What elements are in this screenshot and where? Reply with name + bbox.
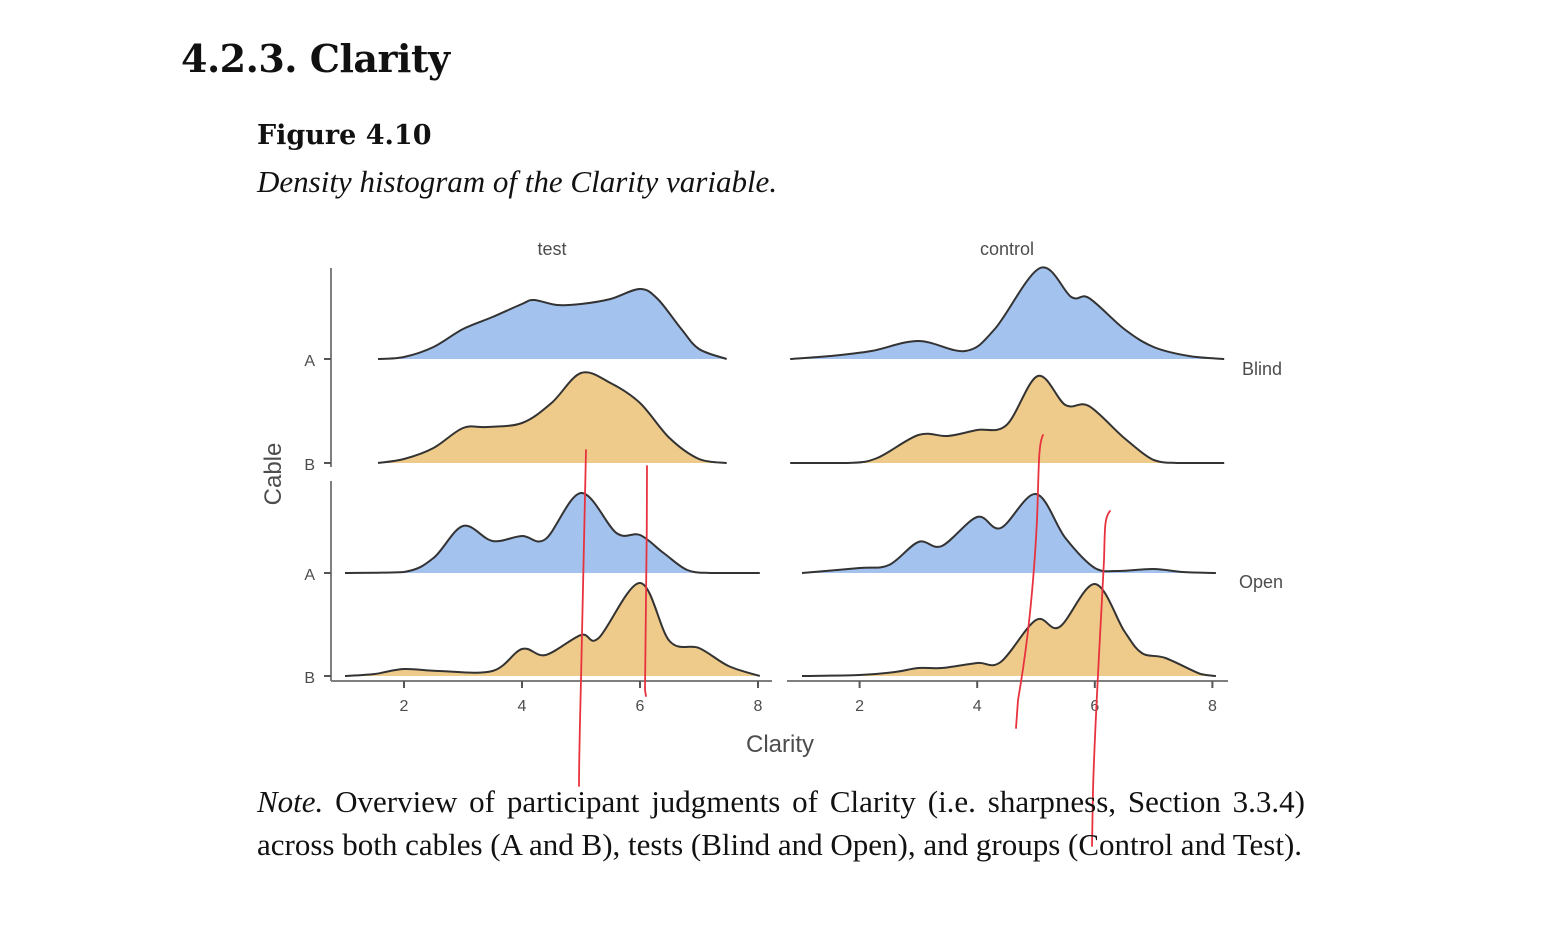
note-label: Note. xyxy=(257,784,324,819)
density-line-control-blind-b xyxy=(790,374,1225,464)
ridges-layer xyxy=(344,266,1225,677)
facet-label-blind: Blind xyxy=(1242,359,1282,379)
facet-label-control: control xyxy=(980,239,1034,259)
x-tick-label-control-6: 6 xyxy=(1090,698,1099,715)
x-tick-label-test-6: 6 xyxy=(636,698,645,715)
section-heading: 4.2.3. Clarity xyxy=(181,36,450,81)
density-fill-control-open-a xyxy=(802,493,1216,573)
annotation-line-test-5 xyxy=(578,449,587,787)
figure-label: Figure 4.10 xyxy=(257,120,432,151)
y-tick-label-blind-B: B xyxy=(304,457,315,474)
density-fill-test-open-b xyxy=(345,582,760,676)
density-line-test-blind-b xyxy=(377,371,727,464)
annotation-line-control-6 xyxy=(1091,510,1111,847)
y-axis-title: Cable xyxy=(260,443,287,506)
facet-label-open: Open xyxy=(1239,572,1283,592)
density-line-test-open-a xyxy=(344,492,760,574)
x-tick-label-control-8: 8 xyxy=(1208,698,1217,715)
density-line-test-open-b xyxy=(344,581,761,677)
x-tick-label-test-2: 2 xyxy=(400,698,409,715)
facet-label-test: test xyxy=(537,239,566,259)
x-tick-label-control-4: 4 xyxy=(973,698,982,715)
y-tick-label-open-A: A xyxy=(304,567,315,584)
density-fill-test-blind-a xyxy=(378,289,727,359)
figure-note: Note. Overview of participant judgments … xyxy=(257,780,1305,866)
density-line-control-open-b xyxy=(801,582,1217,677)
note-text: Overview of participant judgments of Cla… xyxy=(257,784,1305,862)
density-line-control-blind-a xyxy=(790,266,1225,360)
density-line-test-blind-a xyxy=(377,288,728,360)
x-tick-label-test-8: 8 xyxy=(754,698,763,715)
x-tick-label-test-4: 4 xyxy=(518,698,527,715)
density-line-control-open-a xyxy=(801,493,1216,574)
density-fill-control-blind-b xyxy=(790,375,1225,463)
figure-caption: Density histogram of the Clarity variabl… xyxy=(257,164,778,199)
y-tick-label-open-B: B xyxy=(304,670,315,687)
x-tick-label-control-2: 2 xyxy=(855,698,864,715)
annotation-line-control-5 xyxy=(1015,434,1044,729)
density-fill-control-open-b xyxy=(802,583,1216,676)
x-axis-title: Clarity xyxy=(746,731,814,758)
density-fill-test-open-a xyxy=(345,492,760,573)
annotation-line-test-6 xyxy=(644,465,648,697)
y-tick-label-blind-A: A xyxy=(304,353,315,370)
annotation-layer xyxy=(578,434,1111,847)
axes-layer: A B A B Cable Clarity test control Blind… xyxy=(260,239,1283,758)
density-fill-test-blind-b xyxy=(378,372,727,463)
x-ticks-layer: 2 4 6 8 2 4 6 8 xyxy=(400,681,1217,715)
